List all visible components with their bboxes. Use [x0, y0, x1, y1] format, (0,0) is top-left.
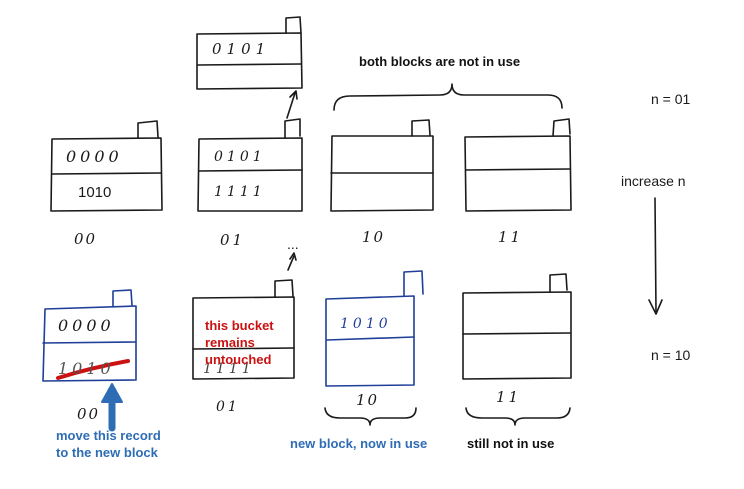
top-00-record-2: 1010: [78, 184, 111, 201]
overflow-block: [196, 16, 303, 90]
ellipsis: ...: [287, 236, 299, 252]
note-untouched-line-1: this bucket: [205, 318, 274, 333]
overflow-pointer-arrow: [286, 90, 298, 119]
top-01-record-2: 1111: [214, 184, 266, 200]
note-both-blocks: both blocks are not in use: [359, 54, 520, 69]
note-new-block: new block, now in use: [290, 436, 427, 451]
bottom-label-00: 00: [77, 405, 100, 423]
bottom-10-record-1: 1010: [340, 316, 392, 332]
bottom-01-record-2: 1111: [203, 361, 255, 377]
bottom-label-11: 11: [496, 388, 521, 406]
note-untouched-line-2: remains: [205, 335, 255, 350]
bottom-block-01: [192, 279, 295, 380]
top-block-11: [464, 118, 572, 212]
strike-through-mark: [56, 359, 130, 380]
top-label-11: 11: [498, 228, 523, 246]
n-label-bottom: n = 10: [651, 347, 691, 363]
increase-n-label: increase n: [621, 173, 686, 189]
curly-brace-top: [333, 83, 563, 111]
top-00-record-1: 0000: [66, 147, 123, 166]
brace-under-11: [465, 407, 571, 426]
bottom-00-record-1: 0000: [58, 316, 115, 335]
bottom-label-01: 01: [216, 399, 240, 415]
bottom-block-10: [325, 270, 424, 387]
n-label-top: n = 01: [651, 91, 691, 107]
top-label-10: 10: [362, 228, 385, 246]
note-untouched-line-3: untouched: [205, 352, 271, 367]
top-label-00: 00: [74, 230, 97, 248]
bottom-block-00: [42, 289, 137, 382]
note-move-line-2: to the new block: [56, 445, 159, 460]
move-record-arrow: [101, 383, 123, 432]
top-block-10: [330, 119, 434, 212]
bottom-block-11: [462, 273, 572, 380]
top-label-01: 01: [220, 231, 245, 249]
note-move-line-1: move this record: [56, 428, 161, 443]
top-01-record-1: 0101: [214, 149, 266, 165]
note-still-not-in-use: still not in use: [467, 436, 554, 451]
overflow-record-1: 0101: [212, 40, 270, 58]
brace-under-10: [324, 407, 417, 426]
bottom-label-10: 10: [356, 391, 379, 409]
top-block-00: [50, 120, 163, 212]
top-block-01: [197, 118, 303, 212]
continuation-arrow: [287, 252, 297, 271]
increase-arrow: [648, 197, 663, 315]
bottom-00-record-2: 1010: [58, 359, 115, 378]
